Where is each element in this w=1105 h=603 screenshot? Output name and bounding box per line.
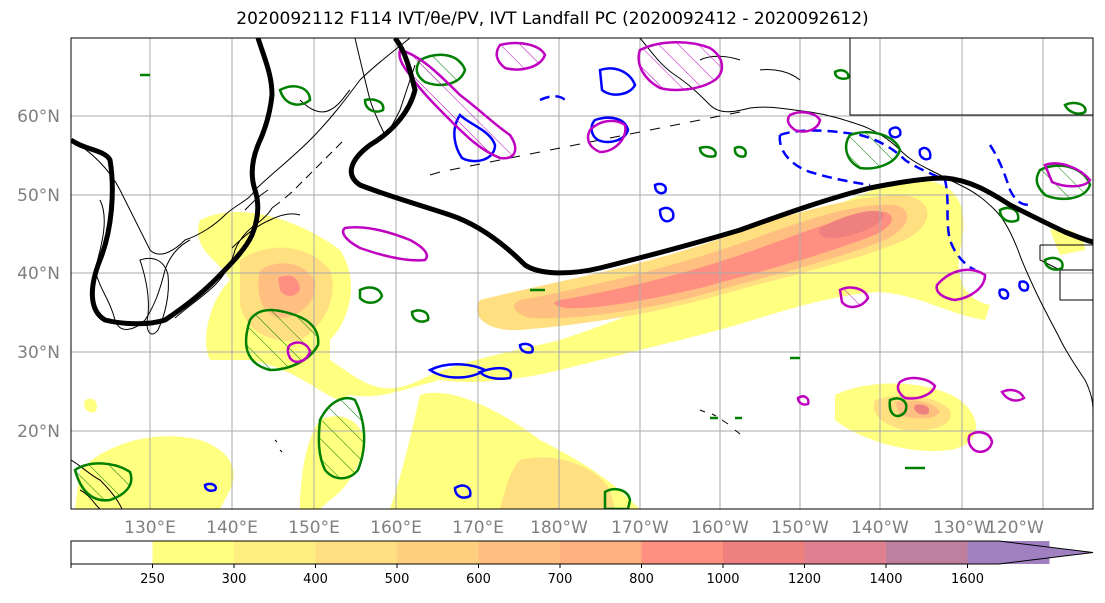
lat-label-50: 50°N — [17, 186, 60, 206]
lon-label-140e: 140°E — [206, 518, 258, 538]
lon-label-150w: 150°W — [771, 518, 829, 538]
lat-label-20: 20°N — [17, 422, 60, 442]
colorbar-tick-label: 700 — [548, 572, 573, 587]
colorbar-tick-label: 400 — [303, 572, 328, 587]
lat-labels: 60°N 50°N 40°N 30°N 20°N — [17, 107, 60, 442]
colorbar-tick-label: 1200 — [788, 572, 821, 587]
colorbar-segment — [152, 541, 235, 564]
colorbar-tick-label: 800 — [629, 572, 654, 587]
ivt-colorbar-ticks: 250 300 400 500 600 700 800 1000 1200 1400 1600 — [70, 564, 984, 587]
lon-label-160w: 160°W — [691, 518, 749, 538]
colorbar-tick-label: 250 — [140, 572, 165, 587]
colorbar-tick-label: 300 — [222, 572, 247, 587]
theta-e-contours — [203, 67, 1031, 499]
ivt-shading — [75, 180, 1085, 509]
pv-green-contours — [73, 53, 1092, 509]
lon-label-130w: 130°W — [933, 518, 991, 538]
colorbar-frame — [70, 540, 999, 565]
colorbar-segment — [641, 541, 724, 564]
lon-labels: 130°E 140°E 150°E 160°E 170°E 180°W 170°… — [124, 518, 1044, 538]
lon-label-120w: 120°W — [986, 518, 1044, 538]
colorbar-tick-label: 1400 — [869, 572, 902, 587]
lon-label-180w: 180°W — [530, 518, 588, 538]
colorbar-segment — [397, 541, 479, 564]
colorbar-segment — [886, 541, 968, 564]
landfall-pc-contour — [71, 38, 1093, 327]
pv-magenta-contours — [286, 40, 1092, 454]
lon-label-170e: 170°E — [452, 518, 504, 538]
colorbar-segment — [478, 541, 561, 564]
lat-label-30: 30°N — [17, 343, 60, 363]
colorbar-extend-arrow — [998, 540, 1094, 565]
colorbar-segment — [71, 541, 153, 564]
lon-label-140w: 140°W — [851, 518, 909, 538]
colorbar-segment — [804, 541, 887, 564]
colorbar-segment — [723, 541, 805, 564]
lat-label-40: 40°N — [17, 264, 60, 284]
lon-label-150e: 150°E — [288, 518, 340, 538]
colorbar-segment — [560, 541, 642, 564]
colorbar-tick-label: 600 — [466, 572, 491, 587]
lon-label-160e: 160°E — [370, 518, 422, 538]
colorbar-tick-label: 1600 — [951, 572, 984, 587]
colorbar-tick-label: 1000 — [706, 572, 739, 587]
map-frame — [70, 37, 1094, 510]
colorbar-segment — [234, 541, 316, 564]
ivt-colorbar — [70, 540, 1094, 565]
colorbar-tick-label: 500 — [385, 572, 410, 587]
lon-label-130e: 130°E — [124, 518, 176, 538]
lat-label-60: 60°N — [17, 107, 60, 127]
lon-label-170w: 170°W — [611, 518, 669, 538]
colorbar-segment — [315, 541, 398, 564]
map-title: 2020092112 F114 IVT/θe/PV, IVT Landfall … — [236, 9, 869, 29]
